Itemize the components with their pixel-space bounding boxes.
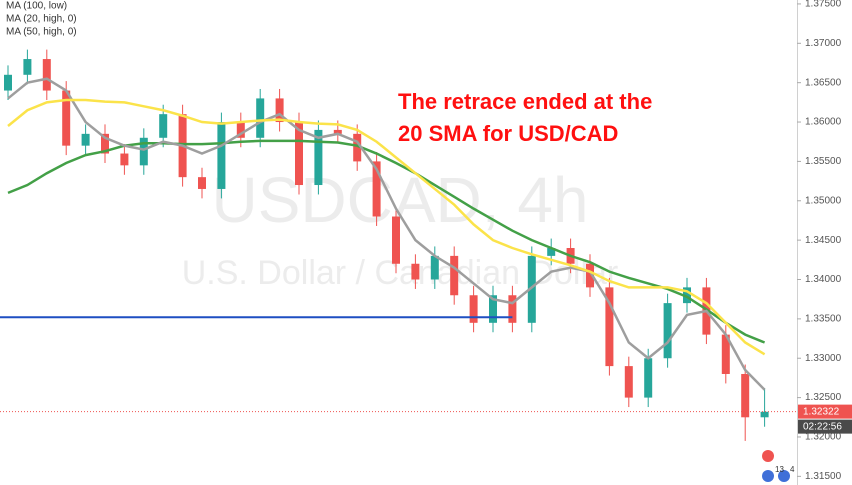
candle-body [23,59,32,75]
candle-body [644,358,653,398]
candle-body [314,129,323,186]
candle-body [198,177,206,189]
annotation: The retrace ended at the [398,89,652,114]
candle-body [663,303,672,359]
candle-body [217,122,226,189]
ma-line [7,77,766,391]
countdown-box [798,419,852,434]
candle-body [411,263,420,280]
y-tick-label: 1.34000 [805,274,842,285]
countdown-label: 02:22:56 [803,421,842,432]
candle-body [586,263,594,288]
candle-body [159,114,168,138]
candle-body [256,98,265,138]
candle-body [275,98,284,123]
y-tick-label: 1.35000 [805,195,842,206]
last-price-label: 1.32322 [803,406,840,417]
candle-body [624,366,633,398]
candle-body [353,133,362,162]
candle-body [139,137,148,166]
y-tick-label: 1.36500 [805,77,842,88]
event-badge: 4 [790,465,795,474]
candle-body [430,255,439,280]
candle-body [42,59,51,91]
candle-body [120,153,129,166]
event-badge: 13 [775,465,784,474]
y-tick-label: 1.35500 [805,156,842,167]
y-tick-label: 1.31500 [805,471,842,482]
legend-entry: MA (100, low) [6,1,67,12]
candle-body [469,295,478,323]
candle-body [547,248,556,256]
y-tick-label: 1.33000 [805,353,842,364]
candle-body [527,255,536,323]
y-tick-label: 1.36000 [805,117,842,128]
ma-line [7,139,766,344]
candle-body [721,334,730,374]
legend-entry: MA (50, high, 0) [6,27,77,38]
candle-body [81,133,90,146]
event-icon [762,450,774,462]
candle-body [741,373,750,418]
event-icon [762,470,774,482]
y-tick-label: 1.37000 [805,38,842,49]
candle-body [489,295,497,323]
candle-body [333,129,342,134]
annotation: 20 SMA for USD/CAD [398,121,618,146]
candle-body [683,287,691,304]
y-tick-label: 1.34500 [805,235,842,246]
plot [0,49,769,441]
candle-body [236,122,245,138]
event-icon [778,470,790,482]
candle-body [605,287,614,367]
candle-body [101,133,109,154]
candle-body [760,411,769,418]
y-tick-label: 1.33500 [805,314,842,325]
candle-body [392,216,400,264]
y-tick-label: 1.32000 [805,432,842,443]
ma-line [7,98,766,356]
candle-body [450,255,459,296]
legend-entry: MA (20, high, 0) [6,14,77,25]
candle-body [4,74,12,91]
candle-body [295,122,303,186]
y-tick-label: 1.32500 [805,392,842,403]
candle-body [508,295,517,323]
candle-body [372,161,381,217]
candle-body [62,90,71,146]
y-tick-label: 1.37500 [805,0,842,10]
last-price-box [798,404,852,419]
